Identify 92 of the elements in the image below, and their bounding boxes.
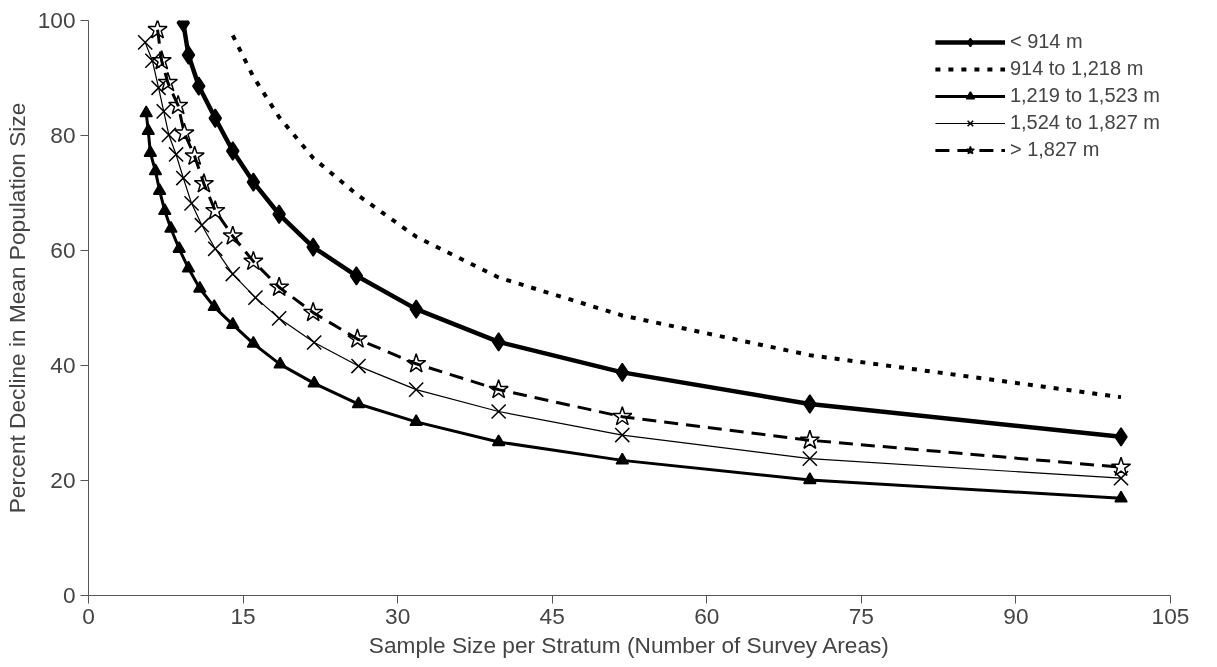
- point: [351, 396, 366, 409]
- point: [192, 76, 206, 96]
- point: [222, 225, 244, 245]
- point: [148, 163, 163, 176]
- point: [175, 170, 192, 186]
- point: [226, 141, 240, 161]
- point: [615, 452, 630, 465]
- y-tick-label: 80: [50, 122, 76, 148]
- point: [306, 334, 322, 351]
- y-tick-label: 40: [50, 352, 76, 378]
- point: [408, 381, 425, 398]
- legend-label: 914 to 1,218 m: [1009, 57, 1144, 80]
- point: [491, 434, 506, 447]
- point: [152, 183, 167, 195]
- point: [409, 299, 423, 319]
- point: [208, 108, 222, 128]
- point: [306, 237, 320, 257]
- point: [155, 103, 172, 120]
- point: [1114, 427, 1128, 447]
- point: [141, 123, 156, 136]
- legend-label: 1,219 to 1,523 m: [1009, 84, 1160, 107]
- point: [139, 105, 153, 118]
- y-axis-title: Percent Decline in Mean Population Size: [3, 102, 30, 514]
- x-tick-label: 15: [230, 602, 256, 629]
- point: [409, 414, 423, 427]
- point: [488, 378, 509, 399]
- point: [207, 240, 224, 257]
- point: [246, 172, 261, 192]
- point: [347, 328, 368, 348]
- point: [247, 289, 264, 306]
- point: [193, 280, 207, 293]
- x-tick-label: 90: [1003, 602, 1029, 629]
- x-tick-label: 75: [848, 602, 874, 629]
- point: [246, 335, 261, 348]
- x-tick-label: 45: [539, 602, 565, 629]
- point: [181, 45, 196, 65]
- point: [350, 358, 367, 374]
- point: [307, 375, 321, 388]
- legend-label: > 1,827 m: [1009, 138, 1100, 161]
- point: [226, 317, 240, 329]
- point: [204, 200, 226, 220]
- point: [207, 299, 221, 312]
- point: [144, 52, 161, 69]
- point: [612, 405, 633, 426]
- point: [164, 220, 178, 233]
- point: [151, 50, 172, 70]
- point: [491, 332, 506, 352]
- y-tick-label: 60: [50, 237, 76, 263]
- point: [161, 127, 177, 143]
- point: [268, 276, 290, 297]
- point: [183, 195, 200, 212]
- point: [168, 146, 184, 163]
- legend-label: < 914 m: [1009, 30, 1083, 53]
- legend-label: 1,524 to 1,827 m: [1009, 111, 1160, 134]
- point: [490, 403, 507, 420]
- point: [271, 310, 287, 327]
- point: [150, 79, 167, 96]
- point: [799, 429, 821, 450]
- point: [1114, 490, 1128, 503]
- point: [803, 394, 817, 414]
- point: [193, 173, 215, 193]
- point: [614, 427, 631, 443]
- point: [243, 250, 264, 271]
- point: [194, 217, 210, 234]
- point: [184, 145, 205, 166]
- point: [302, 301, 324, 322]
- point: [143, 145, 158, 157]
- point: [158, 203, 172, 216]
- x-tick-label: 30: [385, 602, 411, 629]
- x-axis-title: Sample Size per Stratum (Number of Survey Areas): [368, 631, 889, 658]
- point: [137, 34, 153, 51]
- point: [803, 472, 817, 485]
- point: [224, 266, 241, 282]
- point: [1113, 470, 1129, 487]
- point: [615, 362, 630, 383]
- point: [349, 266, 364, 286]
- point: [167, 94, 189, 115]
- point: [802, 450, 818, 467]
- point: [405, 353, 427, 373]
- point: [181, 260, 196, 273]
- point: [1110, 456, 1132, 477]
- y-tick-label: 100: [37, 7, 76, 33]
- point: [147, 20, 168, 39]
- point: [273, 356, 287, 369]
- y-tick-label: 20: [50, 467, 76, 493]
- x-tick-label: 0: [82, 602, 95, 629]
- point: [172, 241, 186, 253]
- point: [174, 122, 195, 143]
- x-tick-label: 60: [694, 602, 720, 629]
- y-tick-label: 0: [62, 582, 76, 608]
- x-tick-label: 105: [1151, 602, 1190, 629]
- point: [157, 71, 179, 92]
